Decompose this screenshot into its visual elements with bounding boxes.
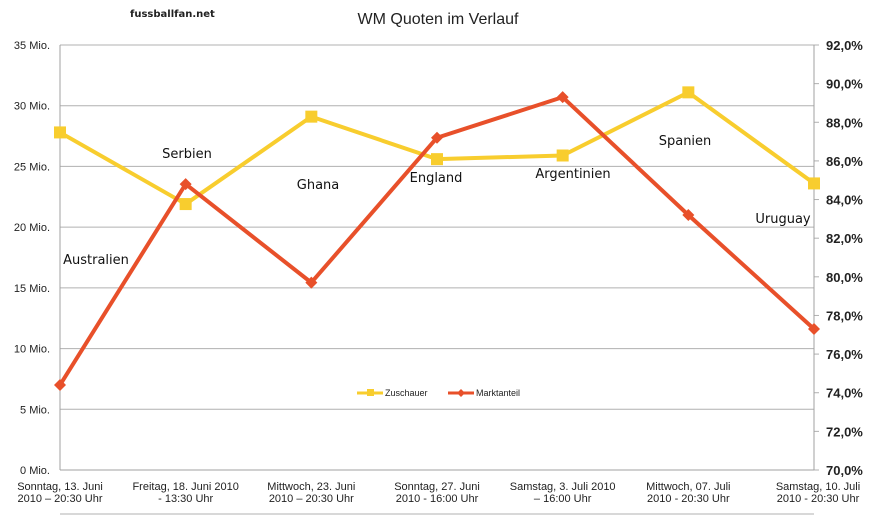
y-left-tick-label: 0 Mio.: [20, 465, 50, 477]
team-annotation: Argentinien: [535, 167, 610, 182]
y-right-tick-label: 70,0%: [826, 463, 863, 478]
data-point-zuschauer: [682, 86, 695, 99]
y-right-tick-label: 74,0%: [826, 386, 863, 401]
data-point-marktanteil: [179, 178, 192, 191]
y-left-tick-label: 30 Mio.: [14, 101, 50, 113]
y-right-tick-label: 90,0%: [826, 77, 863, 92]
data-point-zuschauer: [556, 149, 569, 162]
team-annotation: Spanien: [659, 134, 712, 149]
x-tick-label: Freitag, 18. Juni 2010: [132, 481, 238, 493]
y-left-tick-label: 35 Mio.: [14, 40, 50, 52]
x-tick-label: Mittwoch, 23. Juni: [267, 481, 355, 493]
team-annotation: Uruguay: [755, 212, 811, 227]
x-tick-label: 2010 - 20:30 Uhr: [647, 493, 730, 505]
x-tick-label: – 16:00 Uhr: [534, 493, 592, 505]
team-annotation: Ghana: [297, 178, 340, 193]
y-right-tick-label: 88,0%: [826, 115, 863, 130]
data-point-marktanteil: [808, 322, 820, 335]
y-right-tick-label: 84,0%: [826, 193, 863, 208]
y-left-tick-label: 10 Mio.: [14, 344, 50, 356]
data-point-marktanteil: [682, 209, 695, 221]
watermark: fussballfan.net: [130, 9, 215, 20]
y-left-tick-label: 5 Mio.: [20, 404, 50, 416]
x-tick-label: Mittwoch, 07. Juli: [646, 481, 730, 493]
y-left-tick-label: 20 Mio.: [14, 222, 50, 234]
data-point-zuschauer: [54, 126, 66, 139]
data-point-marktanteil: [431, 131, 443, 144]
chart-title: WM Quoten im Verlauf: [358, 11, 520, 28]
data-point-zuschauer: [179, 198, 192, 211]
y-right-tick-label: 76,0%: [826, 347, 863, 362]
x-tick-label: Sonntag, 27. Juni: [394, 481, 480, 493]
axes: [59, 44, 819, 515]
x-tick-label: 2010 – 20:30 Uhr: [17, 493, 102, 505]
x-tick-label: 2010 – 20:30 Uhr: [269, 493, 354, 505]
y-right-tick-label: 72,0%: [826, 424, 863, 439]
labels: 0 Mio. 5 Mio. 10 Mio. 15 Mio. 20 Mio. 25 Mio.…: [14, 38, 863, 505]
y-right-tick-label: 92,0%: [826, 38, 863, 53]
legend-marker: [457, 389, 465, 397]
data-point-marktanteil: [54, 379, 66, 391]
data-point-zuschauer: [431, 153, 443, 166]
data-point-zuschauer: [808, 177, 820, 190]
x-tick-label: - 13:30 Uhr: [158, 493, 213, 505]
team-annotation: Serbien: [162, 147, 212, 162]
x-tick-label: Samstag, 10. Juli: [776, 481, 860, 493]
legend-label: Marktanteil: [476, 388, 520, 398]
y-right-tick-label: 86,0%: [826, 154, 863, 169]
x-tick-label: 2010 - 20:30 Uhr: [777, 493, 860, 505]
data-point-marktanteil: [305, 276, 318, 289]
team-annotation: Australien: [63, 253, 129, 268]
y-right-tick-label: 82,0%: [826, 231, 863, 246]
data-point-marktanteil: [556, 91, 569, 104]
y-right-tick-label: 78,0%: [826, 308, 863, 323]
y-left-tick-label: 25 Mio.: [14, 161, 50, 173]
data-point-zuschauer: [305, 110, 318, 123]
gridlines: [60, 44, 814, 410]
legend-label: Zuschauer: [385, 388, 428, 398]
team-annotation: England: [410, 171, 463, 186]
x-tick-label: 2010 - 16:00 Uhr: [396, 493, 479, 505]
x-tick-label: Sonntag, 13. Juni: [17, 481, 103, 493]
y-right-tick-label: 80,0%: [826, 270, 863, 285]
series-lines: [54, 86, 820, 391]
legend-marker: [367, 389, 374, 396]
y-left-tick-label: 15 Mio.: [14, 283, 50, 295]
x-tick-label: Samstag, 3. Juli 2010: [510, 481, 616, 493]
